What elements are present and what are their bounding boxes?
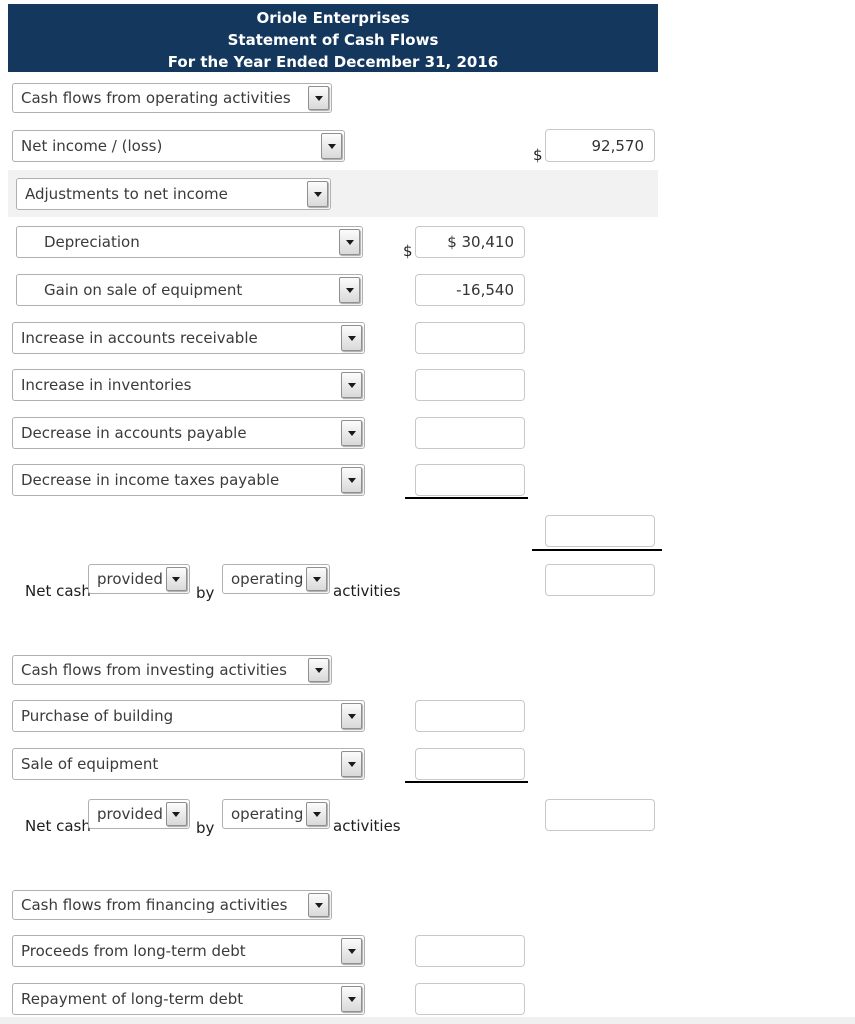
select-value: provided bbox=[97, 805, 163, 823]
chevron-down-icon[interactable] bbox=[341, 938, 362, 964]
chevron-down-icon[interactable] bbox=[308, 893, 329, 917]
net-cash-suffix-label: activities bbox=[333, 817, 401, 835]
accounts-payable-amount-input[interactable] bbox=[415, 417, 525, 449]
net-income-select[interactable]: Net income / (loss) bbox=[12, 130, 345, 162]
net-cash-verb-select[interactable]: provided bbox=[88, 564, 190, 594]
select-value: Cash flows from investing activities bbox=[21, 661, 287, 679]
select-value: Adjustments to net income bbox=[25, 185, 228, 203]
adjustments-total-input[interactable] bbox=[545, 515, 655, 547]
chevron-down-icon[interactable] bbox=[165, 802, 187, 826]
section-select-investing[interactable]: Cash flows from investing activities bbox=[12, 655, 332, 685]
net-cash-investing-total-input[interactable] bbox=[545, 799, 655, 831]
financing-item-select-repayment-ltd[interactable]: Repayment of long-term debt bbox=[12, 983, 365, 1015]
select-value: operating bbox=[231, 805, 304, 823]
chevron-down-icon[interactable] bbox=[308, 86, 329, 110]
select-value: Repayment of long-term debt bbox=[21, 990, 244, 1008]
adjustment-item-select-income-taxes-payable[interactable]: Decrease in income taxes payable bbox=[12, 464, 365, 496]
inventories-amount-input[interactable] bbox=[415, 369, 525, 401]
chevron-down-icon[interactable] bbox=[165, 567, 187, 591]
chevron-down-icon[interactable] bbox=[341, 325, 362, 351]
chevron-down-icon[interactable] bbox=[321, 133, 342, 159]
depreciation-amount-input[interactable] bbox=[415, 226, 525, 258]
chevron-down-icon[interactable] bbox=[306, 567, 328, 591]
net-cash-type-select[interactable]: operating bbox=[222, 799, 331, 829]
adjustment-item-select-accounts-payable[interactable]: Decrease in accounts payable bbox=[12, 417, 365, 449]
gain-on-sale-amount-input[interactable] bbox=[415, 274, 525, 306]
adjustment-item-select-accounts-receivable[interactable]: Increase in accounts receivable bbox=[12, 322, 365, 354]
chevron-down-icon[interactable] bbox=[308, 658, 329, 682]
select-value: Proceeds from long-term debt bbox=[21, 942, 246, 960]
net-cash-type-select[interactable]: operating bbox=[222, 564, 331, 594]
select-value: Net income / (loss) bbox=[21, 137, 163, 155]
chevron-down-icon[interactable] bbox=[306, 802, 328, 826]
net-cash-verb-select[interactable]: provided bbox=[88, 799, 190, 829]
section-select-financing[interactable]: Cash flows from financing activities bbox=[12, 890, 332, 920]
dollar-sign: $ bbox=[403, 242, 413, 260]
purchase-building-amount-input[interactable] bbox=[415, 700, 525, 732]
company-name: Oriole Enterprises bbox=[256, 9, 410, 27]
net-cash-operating-total-input[interactable] bbox=[545, 564, 655, 596]
investing-item-select-sale-equipment[interactable]: Sale of equipment bbox=[12, 748, 365, 780]
adjustment-item-select-inventories[interactable]: Increase in inventories bbox=[12, 369, 365, 401]
select-value: Increase in inventories bbox=[21, 376, 192, 394]
chevron-down-icon[interactable] bbox=[307, 181, 328, 207]
adjustment-item-select-gain-on-sale[interactable]: Gain on sale of equipment bbox=[16, 274, 363, 306]
chevron-down-icon[interactable] bbox=[341, 372, 362, 398]
section-select-operating[interactable]: Cash flows from operating activities bbox=[12, 83, 332, 113]
total-rule bbox=[532, 549, 662, 551]
adjustments-select[interactable]: Adjustments to net income bbox=[16, 178, 331, 210]
statement-header: Oriole Enterprises Statement of Cash Flo… bbox=[8, 4, 658, 72]
financing-item-select-proceeds-ltd[interactable]: Proceeds from long-term debt bbox=[12, 935, 365, 967]
select-value: Cash flows from financing activities bbox=[21, 896, 288, 914]
statement-title: Statement of Cash Flows bbox=[227, 31, 439, 49]
select-value: Sale of equipment bbox=[21, 755, 159, 773]
net-cash-conj-label: by bbox=[196, 819, 215, 837]
select-value: operating bbox=[231, 570, 304, 588]
net-cash-prefix-label: Net cash bbox=[25, 817, 91, 835]
subtotal-rule bbox=[405, 497, 528, 499]
chevron-down-icon[interactable] bbox=[341, 986, 362, 1012]
adjustment-item-select-depreciation[interactable]: Depreciation bbox=[16, 226, 363, 258]
select-value: Increase in accounts receivable bbox=[21, 329, 258, 347]
income-taxes-payable-amount-input[interactable] bbox=[415, 464, 525, 496]
net-cash-suffix-label: activities bbox=[333, 582, 401, 600]
chevron-down-icon[interactable] bbox=[339, 277, 360, 303]
select-value: provided bbox=[97, 570, 163, 588]
accounts-receivable-amount-input[interactable] bbox=[415, 322, 525, 354]
chevron-down-icon[interactable] bbox=[341, 751, 362, 777]
select-value: Depreciation bbox=[44, 233, 140, 251]
chevron-down-icon[interactable] bbox=[341, 420, 362, 446]
net-cash-conj-label: by bbox=[196, 584, 215, 602]
select-value: Cash flows from operating activities bbox=[21, 89, 291, 107]
page-bottom-edge bbox=[0, 1017, 855, 1024]
net-cash-prefix-label: Net cash bbox=[25, 582, 91, 600]
investing-item-select-purchase-building[interactable]: Purchase of building bbox=[12, 700, 365, 732]
net-income-amount-input[interactable] bbox=[545, 129, 655, 162]
dollar-sign: $ bbox=[533, 146, 543, 164]
repayment-ltd-amount-input[interactable] bbox=[415, 983, 525, 1015]
statement-period: For the Year Ended December 31, 2016 bbox=[167, 53, 499, 71]
proceeds-ltd-amount-input[interactable] bbox=[415, 935, 525, 967]
select-value: Decrease in accounts payable bbox=[21, 424, 247, 442]
select-value: Purchase of building bbox=[21, 707, 174, 725]
chevron-down-icon[interactable] bbox=[339, 229, 360, 255]
chevron-down-icon[interactable] bbox=[341, 467, 362, 493]
sale-equipment-amount-input[interactable] bbox=[415, 748, 525, 780]
select-value: Gain on sale of equipment bbox=[44, 281, 243, 299]
subtotal-rule bbox=[405, 781, 528, 783]
chevron-down-icon[interactable] bbox=[341, 703, 362, 729]
select-value: Decrease in income taxes payable bbox=[21, 471, 280, 489]
